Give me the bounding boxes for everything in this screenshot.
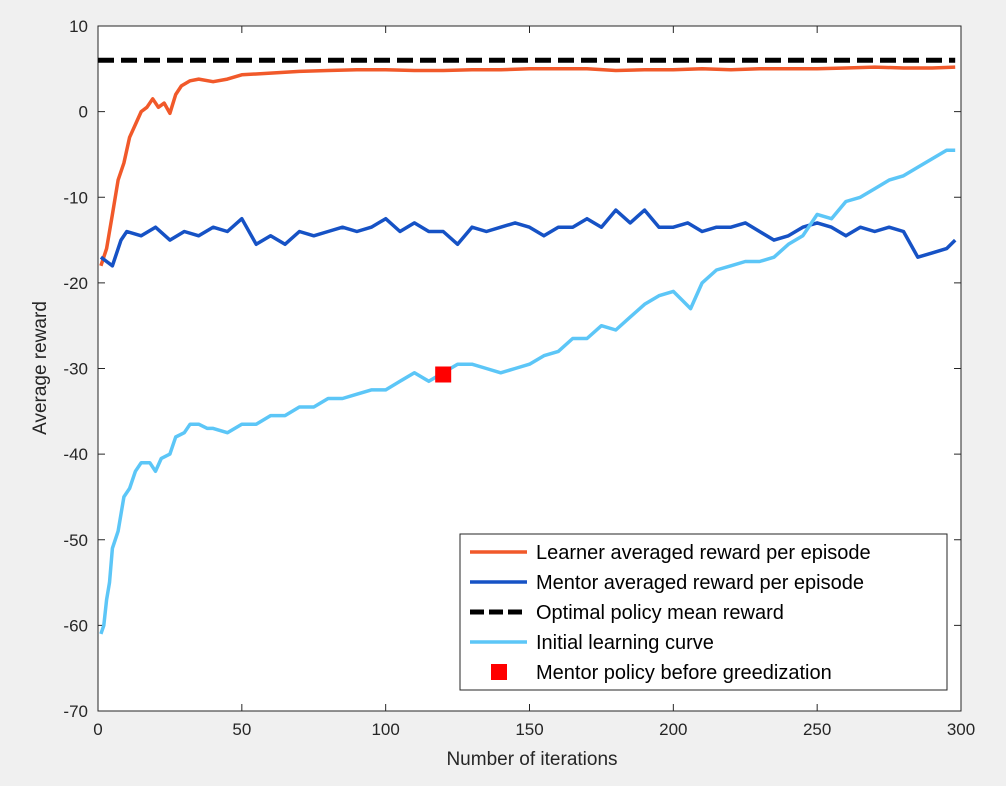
y-tick-label: -10 [63,188,88,207]
legend-label: Optimal policy mean reward [536,602,784,624]
y-tick-label: -40 [63,445,88,464]
x-tick-label: 100 [371,720,399,739]
x-tick-label: 300 [947,720,975,739]
legend: Learner averaged reward per episode Mento… [459,533,948,691]
series-layer [98,57,957,635]
x-tick-label: 200 [659,720,687,739]
y-tick-label: 0 [79,103,88,122]
y-tick-label: 10 [69,17,88,36]
legend-box [459,533,948,691]
legend-entries: Learner averaged reward per episode Mento… [470,542,871,684]
series-line-1 [99,65,956,267]
legend-label: Mentor averaged reward per episode [536,572,864,594]
y-tick-label: -30 [63,360,88,379]
x-axis-title: Number of iterations [446,749,617,770]
marker-layer [435,366,452,383]
y-tick-label: -50 [63,531,88,550]
legend-label: Mentor policy before greedization [536,662,832,684]
mentor-policy-marker [435,366,452,383]
y-axis-title: Average reward [30,301,51,435]
legend-label: Learner averaged reward per episode [536,542,871,564]
axis-ticks: 0 50 100 150 200 250 300 -70 -60 -50 -40 -30 -20 -10 0… [63,17,975,739]
legend-swatch [491,664,507,680]
x-tick-label: 150 [515,720,543,739]
y-tick-label: -70 [63,702,88,721]
x-tick-label: 250 [803,720,831,739]
y-tick-label: -60 [63,616,88,635]
x-tick-label: 50 [232,720,251,739]
series-line-4 [99,148,956,635]
y-tick-label: -20 [63,274,88,293]
legend-label: Initial learning curve [536,632,714,654]
x-tick-label: 0 [93,720,102,739]
